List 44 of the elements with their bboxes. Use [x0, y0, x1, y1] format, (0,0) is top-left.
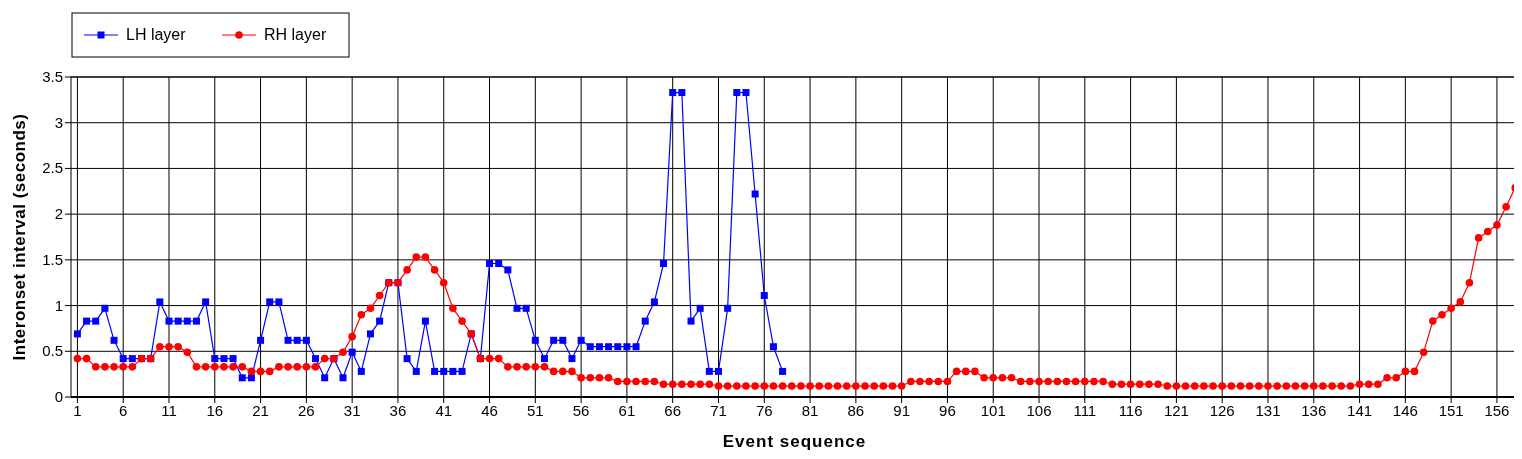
x-tick-label: 66	[664, 402, 682, 419]
x-tick-label: 26	[298, 402, 315, 419]
x-tick-label: 11	[161, 402, 177, 419]
x-tick-label: 1	[73, 402, 82, 419]
x-tick-label: 116	[1118, 402, 1143, 419]
x-tick-label: 151	[1438, 402, 1464, 419]
legend-label: LH layer	[126, 26, 187, 43]
x-tick-label: 121	[1163, 402, 1189, 419]
legend-label: RH layer	[264, 26, 327, 43]
x-tick-label: 56	[572, 402, 590, 419]
x-tick-label: 76	[755, 402, 773, 419]
y-tick-label: 3	[54, 113, 63, 131]
x-tick-label: 141	[1347, 402, 1373, 419]
y-tick-label: 0	[54, 388, 63, 405]
x-tick-label: 126	[1209, 402, 1235, 419]
x-tick-label: 41	[435, 402, 453, 419]
x-tick-label: 96	[939, 402, 956, 419]
y-tick-label: 0.5	[42, 342, 63, 360]
x-tick-label: 86	[847, 402, 865, 419]
x-tick-label: 131	[1255, 402, 1281, 419]
x-tick-label: 106	[1026, 402, 1052, 419]
x-tick-label: 16	[206, 402, 224, 419]
x-axis-title: Event sequence	[722, 432, 867, 451]
x-tick-label: 6	[119, 402, 128, 419]
x-tick-label: 46	[481, 402, 498, 419]
y-tick-label: 2	[54, 205, 63, 223]
y-tick-label: 2.5	[42, 159, 63, 177]
x-tick-label: 36	[389, 402, 407, 419]
x-tick-label: 81	[801, 402, 819, 419]
y-tick-label: 1	[54, 296, 63, 314]
x-tick-label: 31	[343, 402, 361, 419]
x-tick-label: 156	[1484, 402, 1510, 419]
y-tick-label: 1.5	[42, 250, 63, 268]
x-tick-label: 91	[893, 402, 910, 419]
x-tick-label: 136	[1301, 402, 1327, 419]
y-axis-title: Interonset interval (seconds)	[10, 113, 29, 361]
x-tick-label: 111	[1073, 402, 1097, 419]
y-tick-label: 3.5	[42, 68, 63, 85]
x-tick-label: 51	[526, 402, 544, 419]
x-tick-label: 71	[710, 402, 727, 419]
x-tick-label: 146	[1392, 402, 1418, 419]
x-tick-label: 21	[252, 402, 269, 419]
x-tick-label: 101	[980, 402, 1006, 419]
x-tick-label: 61	[618, 402, 636, 419]
